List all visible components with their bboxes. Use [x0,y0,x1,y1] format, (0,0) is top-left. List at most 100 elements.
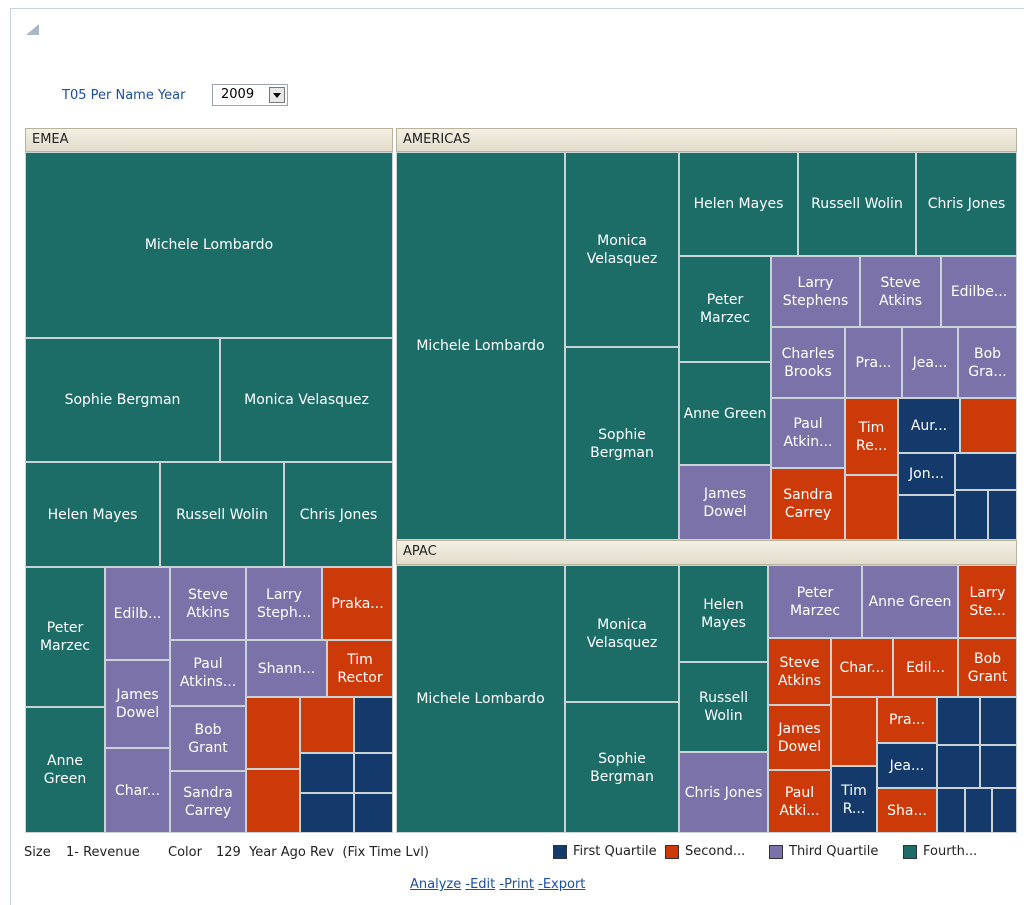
treemap-tile[interactable]: Jea... [877,743,937,788]
treemap-tile[interactable]: Tim Rector [327,640,393,697]
treemap-tile[interactable]: Russell Wolin [679,662,768,752]
analyze-link[interactable]: Analyze [410,877,462,892]
treemap-tile[interactable]: Michele Lombardo [25,152,393,338]
treemap-tile[interactable]: Peter Marzec [679,256,771,362]
treemap-tile[interactable]: Shann... [246,640,327,697]
treemap-tile[interactable]: Sophie Bergman [25,338,220,462]
treemap-tile[interactable] [955,453,1017,490]
collapse-icon[interactable] [26,24,40,36]
treemap-tile[interactable] [354,753,393,793]
treemap-tile[interactable]: Helen Mayes [25,462,160,567]
treemap-tile[interactable] [937,745,980,788]
treemap-tile[interactable]: Monica Velasquez [565,565,679,702]
region-header: APAC [396,540,1017,565]
treemap-tile[interactable]: Char... [831,638,893,697]
treemap-tile[interactable]: Edil... [893,638,958,697]
treemap-tile[interactable]: Sophie Bergman [565,347,679,540]
treemap-tile[interactable]: Helen Mayes [679,565,768,662]
treemap-tile[interactable] [246,769,300,833]
treemap-tile[interactable] [937,788,965,833]
dropdown-button[interactable] [269,87,285,103]
treemap-tile[interactable]: Pra... [877,697,937,743]
treemap-tile[interactable]: Bob Gra... [958,327,1017,398]
treemap-tile[interactable]: Steve Atkins [768,638,831,705]
legend-label: First Quartile [573,844,657,859]
size-value: 1- Revenue [66,845,140,860]
treemap-tile[interactable]: Steve Atkins [860,256,941,327]
treemap-tile[interactable] [898,495,955,540]
treemap-tile[interactable]: Tim R... [831,766,877,833]
treemap-tile[interactable] [831,697,877,766]
year-value: 2009 [221,87,255,102]
treemap-tile[interactable] [300,793,354,833]
treemap-tile[interactable]: Edilbe... [941,256,1017,327]
treemap-tile[interactable] [960,398,1017,453]
treemap-tile[interactable] [937,697,980,745]
treemap-tile[interactable]: Jon... [898,453,955,495]
treemap-tile[interactable]: Jea... [902,327,958,398]
treemap-tile[interactable]: Monica Velasquez [220,338,393,462]
treemap-tile[interactable]: Russell Wolin [798,152,916,256]
treemap-tile[interactable]: Sha... [877,788,937,833]
treemap-tile[interactable]: Steve Atkins [170,567,246,640]
treemap-tile[interactable]: Anne Green [25,707,105,833]
frame-left [10,8,11,905]
legend-label: Fourth... [923,844,978,859]
treemap-tile[interactable] [354,697,393,753]
treemap-tile[interactable]: Chris Jones [679,752,768,833]
treemap-tile[interactable]: Char... [105,748,170,833]
treemap-tile[interactable] [845,475,898,540]
legend-item: First Quartile [553,844,665,859]
treemap-tile[interactable]: Anne Green [862,565,958,638]
treemap-tile[interactable]: Peter Marzec [768,565,862,638]
treemap-tile[interactable] [955,490,988,540]
treemap-tile[interactable]: Michele Lombardo [396,152,565,540]
treemap-tile[interactable]: Russell Wolin [160,462,284,567]
edit-link[interactable]: -Edit [465,877,496,892]
treemap-tile[interactable]: Pra... [845,327,902,398]
treemap-tile[interactable]: Tim Re... [845,398,898,475]
treemap-tile[interactable] [300,697,354,753]
treemap-tile[interactable]: Sandra Carrey [771,468,845,540]
treemap-tile[interactable]: Larry Ste... [958,565,1017,638]
treemap-tile[interactable]: Monica Velasquez [565,152,679,347]
frame-top [10,8,1024,9]
treemap-tile[interactable]: Larry Steph... [246,567,322,640]
treemap-tile[interactable]: Michele Lombardo [396,565,565,833]
treemap-tile[interactable] [354,793,393,833]
treemap-tile[interactable] [246,697,300,769]
treemap-tile[interactable]: Aur... [898,398,960,453]
treemap-tile[interactable]: Paul Atkin... [771,398,845,468]
treemap-tile[interactable] [300,753,354,793]
treemap-tile[interactable]: Chris Jones [284,462,393,567]
treemap-tile[interactable]: Anne Green [679,362,771,465]
treemap-tile[interactable] [988,490,1017,540]
treemap-tile[interactable] [980,697,1017,745]
treemap-tile[interactable]: Peter Marzec [25,567,105,707]
treemap-tile[interactable] [965,788,992,833]
treemap-tile[interactable]: James Dowel [105,660,170,748]
treemap-tile[interactable]: Edilb... [105,567,170,660]
treemap-tile[interactable]: Helen Mayes [679,152,798,256]
year-select[interactable]: 2009 [212,84,288,106]
treemap-tile[interactable]: Bob Grant [958,638,1017,697]
color-value: 129 Year Ago Rev (Fix Time Lvl) [216,845,429,860]
treemap-tile[interactable]: Praka... [322,567,393,640]
treemap-tile[interactable]: Larry Stephens [771,256,860,327]
treemap-tile[interactable] [980,745,1017,788]
links: Analyze -Edit -Print -Export [410,877,585,892]
treemap-tile[interactable]: Bob Grant [170,706,246,771]
treemap-tile[interactable]: James Dowel [679,465,771,540]
legend-item: Fourth... [903,844,1003,859]
export-link[interactable]: -Export [538,877,586,892]
treemap-tile[interactable]: Chris Jones [916,152,1017,256]
print-link[interactable]: -Print [499,877,534,892]
treemap-tile[interactable]: Charles Brooks [771,327,845,398]
treemap-tile[interactable]: Sophie Bergman [565,702,679,833]
treemap-tile[interactable]: Paul Atki... [768,770,831,833]
treemap-tile[interactable]: James Dowel [768,705,831,770]
treemap-tile[interactable] [992,788,1017,833]
treemap-tile[interactable]: Sandra Carrey [170,771,246,833]
legend-item: Third Quartile [769,844,903,859]
treemap-tile[interactable]: Paul Atkins... [170,640,246,706]
